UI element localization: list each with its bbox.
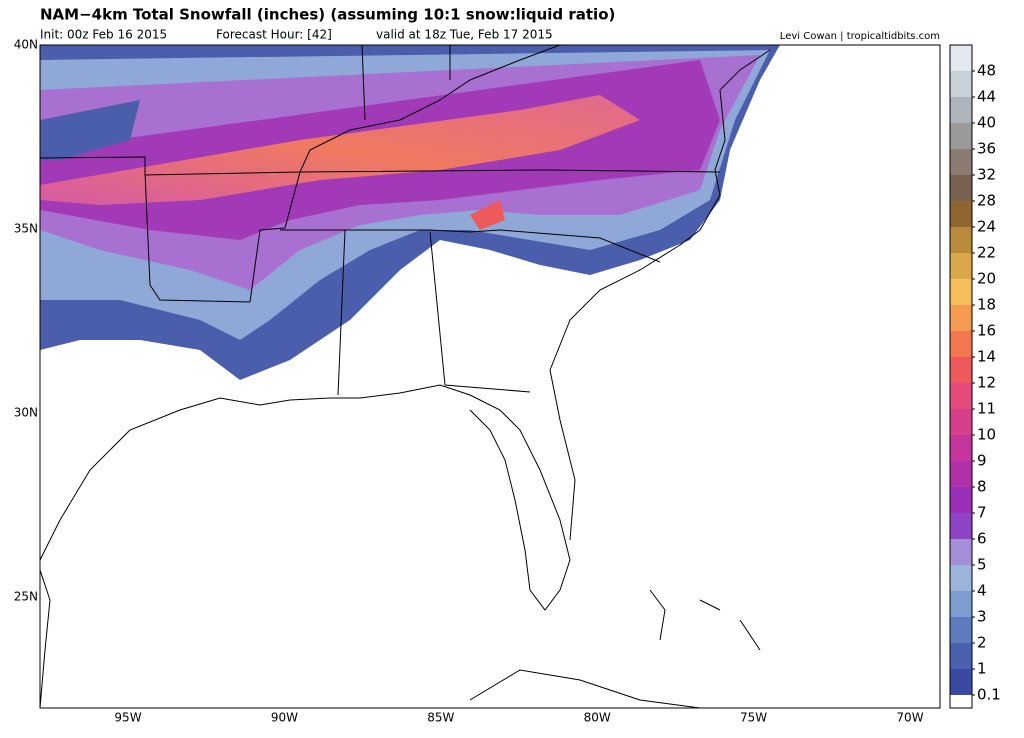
colorbar-label: 14 <box>977 348 996 366</box>
init: Init: 00z Feb 16 2015 <box>40 28 167 42</box>
colorbar-swatch <box>950 487 972 513</box>
colorbar-label: 9 <box>977 452 987 470</box>
colorbar-swatch <box>950 253 972 279</box>
lat-label: 35N <box>14 222 38 236</box>
colorbar-swatch <box>950 383 972 409</box>
lat-label: 40N <box>14 38 38 52</box>
map-frame <box>39 44 941 709</box>
colorbar-label: 6 <box>977 530 987 548</box>
colorbar-swatch <box>950 279 972 305</box>
colorbar-swatch <box>950 643 972 669</box>
colorbar-label: 10 <box>977 426 996 444</box>
colorbar-swatch <box>950 331 972 357</box>
colorbar-swatch <box>950 357 972 383</box>
colorbar-label: 18 <box>977 296 996 314</box>
credit: Levi Cowan | tropicaltidbits.com <box>780 31 940 42</box>
colorbar-swatch <box>950 409 972 435</box>
colorbar-label: 44 <box>977 88 996 106</box>
lon-label: 95W <box>114 711 141 725</box>
colorbar-label: 40 <box>977 114 996 132</box>
snowfall-field <box>40 45 940 708</box>
colorbar-label: 5 <box>977 556 987 574</box>
lon-label: 80W <box>584 711 611 725</box>
colorbar-label: 11 <box>977 400 996 418</box>
colorbar-swatch <box>950 617 972 643</box>
colorbar-label: 4 <box>977 582 987 600</box>
colorbar-label: 7 <box>977 504 987 522</box>
colorbar-label: 8 <box>977 478 987 496</box>
colorbar-label: 32 <box>977 166 996 184</box>
lon-label: 85W <box>427 711 454 725</box>
colorbar-label: 0.1 <box>977 686 1001 704</box>
colorbar-swatch <box>950 175 972 201</box>
title: NAM−4km Total Snowfall (inches) (assumin… <box>40 6 615 24</box>
colorbar-swatch <box>950 461 972 487</box>
boundaries <box>40 45 771 708</box>
colorbar-swatch <box>950 201 972 227</box>
colorbar-label: 1 <box>977 660 987 678</box>
lon-label: 75W <box>740 711 767 725</box>
colorbar-swatch <box>950 97 972 123</box>
lon-label: 70W <box>896 711 923 725</box>
colorbar-label: 24 <box>977 218 996 236</box>
colorbar-label: 16 <box>977 322 996 340</box>
colorbar-swatch <box>950 45 972 71</box>
colorbar-swatch <box>950 539 972 565</box>
valid-time: valid at 18z Tue, Feb 17 2015 <box>376 28 553 42</box>
colorbar-label: 28 <box>977 192 996 210</box>
colorbar-label: 12 <box>977 374 996 392</box>
lat-label: 30N <box>14 406 38 420</box>
colorbar-label: 20 <box>977 270 996 288</box>
colorbar-swatch <box>950 305 972 331</box>
forecast-hour: Forecast Hour: [42] <box>216 28 332 42</box>
colorbar-swatch <box>950 227 972 253</box>
colorbar-swatch <box>950 669 972 695</box>
colorbar-swatch <box>950 513 972 539</box>
colorbar-swatch <box>950 591 972 617</box>
colorbar-frame <box>949 44 973 709</box>
colorbar-swatch <box>950 123 972 149</box>
colorbar-swatch <box>950 71 972 97</box>
colorbar-label: 22 <box>977 244 996 262</box>
lon-label: 90W <box>271 711 298 725</box>
colorbar-label: 48 <box>977 62 996 80</box>
lat-label: 25N <box>14 590 38 604</box>
colorbar-swatch <box>950 565 972 591</box>
colorbar-label: 3 <box>977 608 987 626</box>
colorbar-swatch <box>950 695 972 708</box>
colorbar-swatch <box>950 149 972 175</box>
colorbar-label: 36 <box>977 140 996 158</box>
colorbar-label: 2 <box>977 634 987 652</box>
colorbar-swatch <box>950 435 972 461</box>
